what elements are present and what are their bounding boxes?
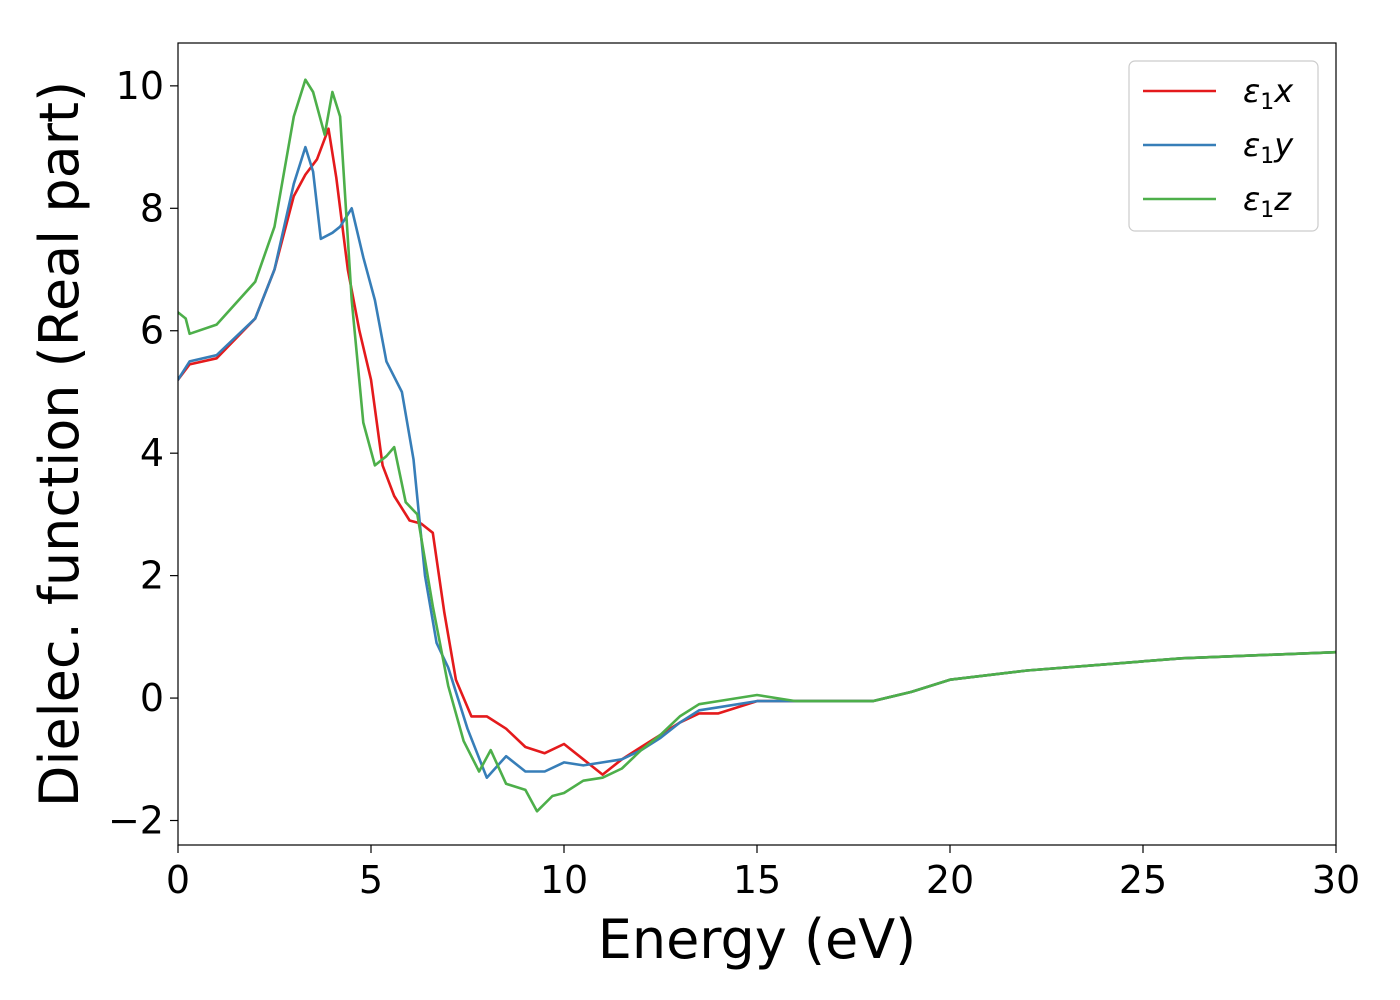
- x-tick-label: 25: [1119, 858, 1167, 902]
- legend-box: [1128, 60, 1319, 232]
- series-line-y: [178, 145, 1336, 779]
- x-tick-label: 30: [1312, 858, 1360, 902]
- x-tick-label: 5: [359, 858, 383, 902]
- x-axis-ticks: 0 5 10 15 20 25 30: [166, 845, 1360, 902]
- series-line-z: [178, 78, 1336, 813]
- y-tick-label: 6: [140, 309, 164, 353]
- x-tick-label: 10: [540, 858, 588, 902]
- y-axis-title: Dielec. function (Real part): [28, 81, 91, 807]
- y-tick-label: 0: [140, 676, 164, 720]
- x-tick-label: 20: [926, 858, 974, 902]
- y-tick-label: 4: [140, 431, 164, 475]
- series-lines: [178, 78, 1336, 813]
- y-tick-label: −2: [108, 799, 164, 843]
- y-tick-label: 2: [140, 554, 164, 598]
- legend-label-z: ε1z: [1243, 180, 1292, 223]
- y-axis-ticks: −2 0 2 4 6 8 10: [108, 64, 178, 843]
- x-tick-label: 0: [166, 858, 190, 902]
- legend: ε1x ε1y ε1z: [1128, 60, 1319, 232]
- x-tick-label: 15: [733, 858, 781, 902]
- y-tick-label: 8: [140, 186, 164, 230]
- legend-label-x: ε1x: [1243, 72, 1294, 115]
- legend-label-y: ε1y: [1243, 126, 1294, 169]
- y-tick-label: 10: [116, 64, 164, 108]
- x-axis-title: Energy (eV): [598, 908, 917, 971]
